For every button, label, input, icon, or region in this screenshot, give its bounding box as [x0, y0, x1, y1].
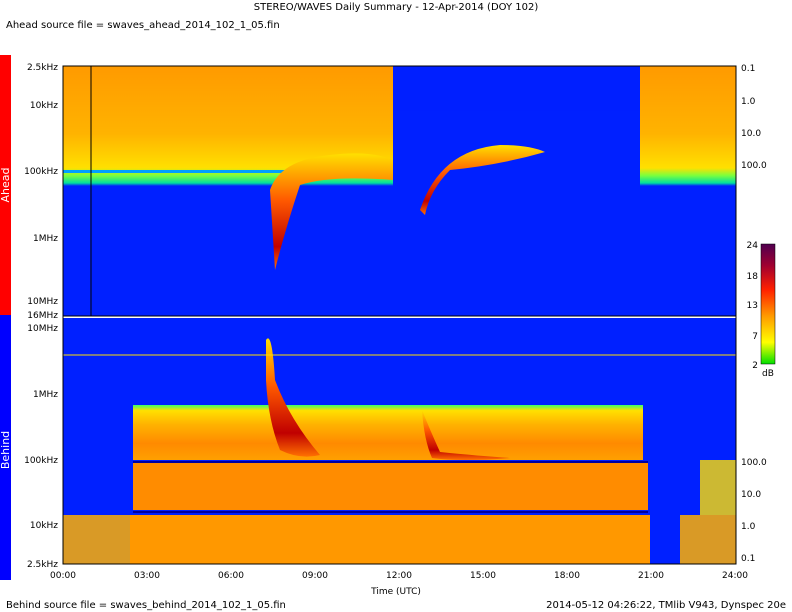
colorbar-tick-7: 7 [752, 332, 758, 342]
ahead-right-axis: 0.1 1.0 10.0 100.0 [741, 64, 767, 171]
ahead-label: Ahead [0, 168, 12, 203]
behind-right-tick-0-1: 0.1 [741, 554, 755, 564]
ahead-right-tick-0-1: 0.1 [741, 64, 755, 74]
behind-freq-tick-2-5khz: 2.5kHz [27, 560, 58, 570]
behind-drifting-burst [422, 410, 510, 460]
ahead-right-tick-1-0: 1.0 [741, 97, 756, 107]
colorbar-scale [760, 243, 776, 365]
ahead-source-label: Ahead source file = swaves_ahead_2014_10… [6, 20, 280, 31]
ahead-freq-tick-100khz: 100kHz [24, 167, 58, 177]
ahead-freq-tick-16mhz: 16MHz [27, 311, 58, 321]
ahead-emission-morning [63, 66, 393, 216]
behind-emission-left [63, 515, 130, 564]
behind-emission-right [680, 515, 736, 564]
behind-panel [63, 318, 736, 564]
ahead-type-iii-burst [270, 153, 393, 270]
colorbar: 24 18 13 7 2 dB [747, 241, 776, 379]
behind-right-axis: 100.0 10.0 1.0 0.1 [741, 458, 767, 564]
time-tick-1500: 15:00 [470, 571, 496, 581]
time-tick-0900: 09:00 [302, 571, 328, 581]
behind-right-tick-10-0: 10.0 [741, 490, 761, 500]
generation-info: 2014-05-12 04:26:22, TMlib V943, Dynspec… [546, 600, 786, 611]
ahead-panel [63, 66, 736, 317]
time-tick-0000: 00:00 [50, 571, 76, 581]
ahead-freq-tick-10khz: 10kHz [30, 101, 58, 111]
time-tick-0600: 06:00 [218, 571, 244, 581]
ahead-noise-region [393, 66, 640, 111]
time-tick-1800: 18:00 [554, 571, 580, 581]
ahead-freq-tick-2-5khz: 2.5kHz [27, 63, 58, 73]
ahead-right-tick-10-0: 10.0 [741, 129, 761, 139]
behind-side-bar [0, 315, 11, 580]
plot-frame [62, 65, 737, 565]
colorbar-tick-13: 13 [747, 301, 758, 311]
behind-emission-right-upper [700, 460, 736, 515]
behind-type-iii-burst [266, 338, 320, 457]
colorbar-tick-24: 24 [747, 241, 759, 251]
time-axis: 00:00 03:00 06:00 09:00 12:00 15:00 18:0… [50, 571, 748, 597]
behind-emission-middle [133, 462, 648, 510]
time-tick-0300: 03:00 [134, 571, 160, 581]
behind-freq-tick-10mhz: 10MHz [27, 324, 58, 334]
behind-label: Behind [0, 431, 12, 469]
behind-source-label: Behind source file = swaves_behind_2014_… [6, 600, 286, 611]
behind-freq-tick-1mhz: 1MHz [33, 390, 58, 400]
colorbar-unit: dB [762, 369, 774, 379]
time-axis-label: Time (UTC) [370, 587, 421, 597]
ahead-freq-tick-10mhz: 10MHz [27, 297, 58, 307]
ahead-side-bar [0, 55, 11, 315]
behind-right-tick-100-0: 100.0 [741, 458, 767, 468]
colorbar-tick-2: 2 [752, 361, 758, 371]
time-tick-2100: 21:00 [638, 571, 664, 581]
behind-freq-axis: 10MHz 1MHz 100kHz 10kHz 2.5kHz [24, 324, 58, 570]
behind-emission-lower [130, 515, 650, 564]
colorbar-tick-18: 18 [747, 272, 759, 282]
ahead-right-tick-100-0: 100.0 [741, 161, 767, 171]
behind-freq-tick-100khz: 100kHz [24, 456, 58, 466]
behind-freq-tick-10khz: 10kHz [30, 521, 58, 531]
ahead-emission-evening [640, 66, 736, 216]
ahead-freq-axis: 2.5kHz 10kHz 100kHz 1MHz 10MHz 16MHz [24, 63, 58, 321]
ahead-freq-tick-1mhz: 1MHz [33, 234, 58, 244]
ahead-drifting-burst [420, 145, 545, 215]
behind-right-tick-1-0: 1.0 [741, 522, 756, 532]
time-tick-1200: 12:00 [386, 571, 412, 581]
time-tick-2400: 24:00 [722, 571, 748, 581]
behind-emission-upper [133, 405, 643, 460]
ahead-band-line [63, 170, 393, 173]
chart-title: STEREO/WAVES Daily Summary - 12-Apr-2014… [254, 2, 539, 13]
